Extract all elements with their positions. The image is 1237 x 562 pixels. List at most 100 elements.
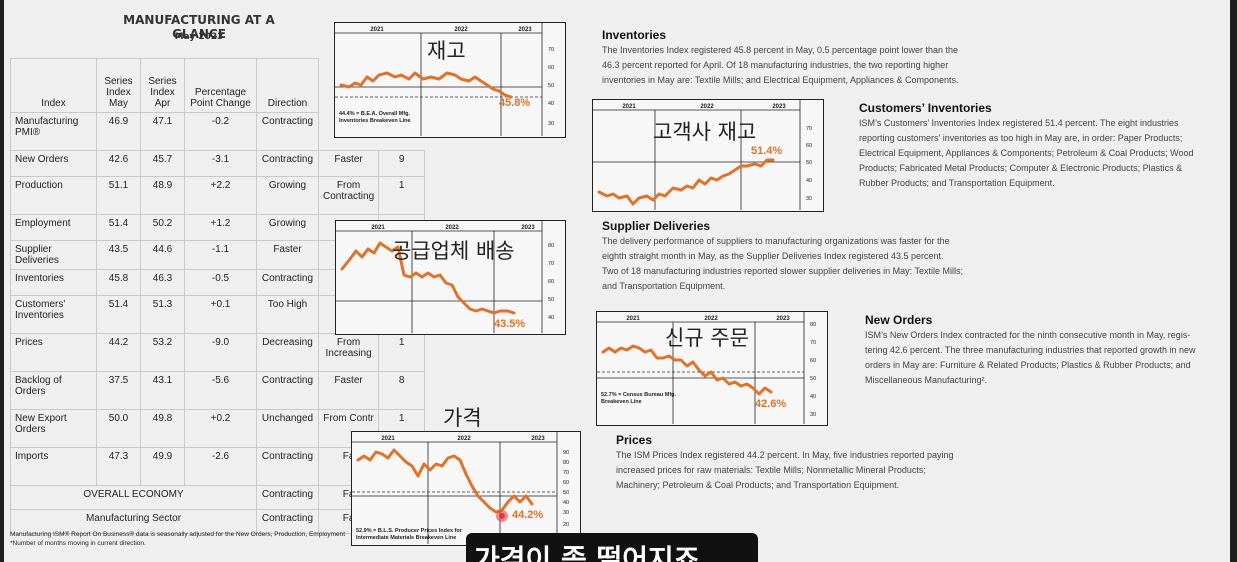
row-change: +2.2 — [184, 176, 257, 215]
inventories-heading: Inventories — [602, 28, 667, 42]
video-caption-text: 가격이 좀 떨어지죠 — [474, 543, 700, 562]
customers-chart-title: 고객사 재고 — [653, 120, 757, 144]
series-line — [356, 448, 534, 514]
row-may: 46.9 — [96, 112, 141, 151]
row-index: Customers' Inventories — [10, 295, 97, 334]
supplier-heading: Supplier Deliveries — [602, 219, 711, 233]
axis-tick-label: 60 — [810, 358, 816, 364]
row-direction: Contracting — [256, 447, 319, 486]
row-index: Manufacturing PMI® — [10, 112, 97, 151]
axis-tick-label: 70 — [548, 47, 554, 53]
col-may: Series Index May — [96, 58, 141, 113]
col-change: Percentage Point Change — [184, 58, 257, 113]
prices-chart: 2021 2022 2023 90 80 70 60 50 40 30 20 44.2% 52.9%… — [351, 431, 581, 546]
year-label: 2022 — [704, 316, 718, 322]
axis-tick-label: 40 — [810, 394, 816, 400]
axis-tick-label: 40 — [563, 500, 569, 506]
row-apr: 48.9 — [140, 176, 185, 215]
row-may: 45.8 — [96, 269, 141, 296]
row-change: -0.2 — [184, 112, 257, 151]
axis-tick-label: 60 — [548, 65, 554, 71]
axis-tick-label: 40 — [806, 178, 812, 184]
axis-tick-label: 40 — [548, 101, 554, 107]
row-may: 51.4 — [96, 295, 141, 334]
customers-heading: Customers’ Inventories — [859, 101, 992, 115]
row-may: 44.2 — [96, 333, 141, 372]
axis-tick-label: 70 — [806, 126, 812, 132]
row-may: 47.3 — [96, 447, 141, 486]
row-change: -3.1 — [184, 150, 257, 177]
video-caption: 가격이 좀 떨어지죠 — [466, 533, 758, 562]
cursor-indicator — [496, 510, 508, 522]
row-index: Imports — [10, 447, 97, 486]
year-label: 2023 — [521, 225, 535, 231]
row-may: 51.1 — [96, 176, 141, 215]
new-orders-text: ISM’s New Orders Index contracted for th… — [865, 330, 1196, 385]
row-direction: Too High — [256, 295, 319, 334]
footnote-line-1: Manufacturing ISM® Report On Business® d… — [10, 531, 346, 538]
prices-heading: Prices — [616, 433, 653, 447]
prices-text: The ISM Prices Index registered 44.2 per… — [616, 450, 954, 490]
col-index: Index — [10, 58, 97, 113]
col-apr: Series Index Apr — [140, 58, 185, 113]
row-direction: Growing — [256, 214, 319, 241]
table-header-row: Index Series Index May Series Index Apr … — [10, 58, 425, 113]
manufacturing-sector-direction: Contracting — [256, 509, 319, 534]
row-change: -0.5 — [184, 269, 257, 296]
row-direction: Faster — [256, 240, 319, 270]
axis-tick-label: 80 — [563, 460, 569, 466]
axis-tick-label: 90 — [563, 450, 569, 456]
axis-tick-label: 30 — [548, 121, 554, 127]
customers-value: 51.4% — [751, 145, 783, 157]
row-apr: 47.1 — [140, 112, 185, 151]
inventories-note: 44.4% = B.E.A. Overall Mfg. Inventories B… — [339, 111, 411, 124]
new-orders-value: 42.6% — [755, 398, 787, 410]
row-apr: 49.8 — [140, 409, 185, 448]
row-trend: 8 — [378, 371, 426, 410]
row-apr: 53.2 — [140, 333, 185, 372]
axis-tick-label: 40 — [548, 315, 554, 321]
series-line — [340, 241, 516, 315]
row-apr: 45.7 — [140, 150, 185, 177]
prices-value: 44.2% — [512, 509, 544, 521]
row-change: +0.2 — [184, 409, 257, 448]
year-label: 2022 — [700, 104, 714, 110]
year-label: 2021 — [626, 316, 640, 322]
row-trend: 9 — [378, 150, 426, 177]
row-may: 43.5 — [96, 240, 141, 270]
year-label: 2021 — [622, 104, 636, 110]
manufacturing-sector-label: Manufacturing Sector — [10, 509, 257, 534]
year-label: 2023 — [772, 104, 786, 110]
row-direction: Decreasing — [256, 333, 319, 372]
overall-economy-label: OVERALL ECONOMY — [10, 485, 257, 510]
table-row: Production 51.1 48.9 +2.2 Growing From Contra… — [10, 176, 426, 215]
row-rate: From Contracting — [317, 176, 380, 215]
overall-economy-direction: Contracting — [256, 485, 319, 510]
row-change: -9.0 — [184, 333, 257, 372]
axis-tick-label: 80 — [548, 243, 554, 249]
new-orders-chart-title: 신규 주문 — [665, 326, 749, 350]
row-index: Production — [10, 176, 97, 215]
year-label: 2021 — [371, 225, 385, 231]
axis-tick-label: 70 — [563, 470, 569, 476]
new-orders-heading: New Orders — [865, 313, 933, 327]
row-direction: Contracting — [256, 269, 319, 296]
row-may: 50.0 — [96, 409, 141, 448]
row-direction: Contracting — [256, 112, 319, 151]
year-label: 2023 — [518, 27, 532, 33]
row-index: Supplier Deliveries — [10, 240, 97, 270]
table-row: Prices 44.2 53.2 -9.0 Decreasing From Increas… — [10, 333, 426, 372]
col-direction: Direction — [256, 58, 319, 113]
row-apr: 49.9 — [140, 447, 185, 486]
year-label: 2022 — [445, 225, 459, 231]
year-label: 2023 — [531, 436, 545, 442]
page-subtitle: May 2023 — [174, 32, 224, 42]
new-orders-chart-svg: 2021 2022 2023 80 70 60 50 40 30 — [597, 312, 816, 424]
report-page: MANUFACTURING AT A GLANCE May 2023 Index… — [4, 0, 1230, 562]
prices-chart-svg: 2021 2022 2023 90 80 70 60 50 40 30 20 — [352, 432, 569, 544]
supplier-chart-svg: 2021 2022 2023 80 70 60 50 40 — [336, 221, 554, 333]
year-label: 2022 — [457, 436, 471, 442]
prices-chart-title: 가격 — [443, 406, 482, 430]
axis-tick-label: 30 — [563, 510, 569, 516]
series-line — [597, 158, 775, 206]
